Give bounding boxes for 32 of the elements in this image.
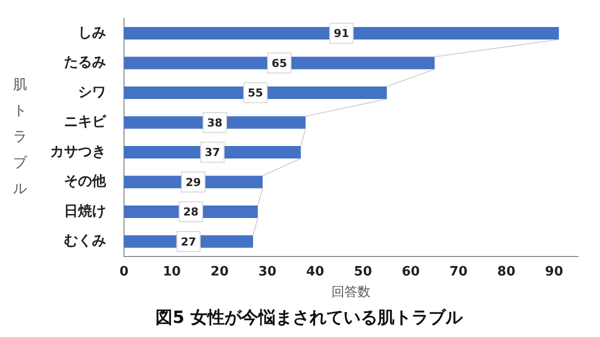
y-tick-label: その他 [64,174,107,190]
data-label: 65 [272,56,287,70]
x-tick-label: 30 [258,264,276,280]
data-label: 28 [183,206,199,219]
x-tick-label: 10 [162,264,181,280]
data-label: 91 [334,27,350,40]
y-tick-label: ニキビ [64,114,107,130]
x-tick-label: 0 [119,264,129,280]
x-tick-label: 90 [545,264,564,280]
data-label: 29 [186,176,201,189]
data-label: 38 [207,116,222,130]
y-tick-label: たるみ [64,54,106,71]
y-axis-title: 肌トラブル [13,77,28,198]
x-tick-label: 80 [497,264,516,280]
data-label: 27 [180,235,196,248]
x-tick-label: 20 [210,264,229,280]
data-label: 37 [204,146,220,160]
bar [124,27,559,40]
x-tick-label: 70 [449,264,468,280]
y-tick-label: 日焼け [64,203,106,220]
y-tick-label: しみ [78,24,106,41]
x-tick-label: 50 [354,264,372,280]
bar [124,86,387,100]
data-label: 55 [248,86,264,100]
y-tick-label: シワ [78,84,106,100]
text: 図5 女性が今悩まされている肌トラブル [156,308,464,328]
x-tick-label: 40 [306,264,324,280]
x-tick-label: 60 [402,264,420,280]
bar [124,56,435,70]
y-tick-label: むくみ [64,233,106,250]
y-tick-label: カサつき [50,144,106,160]
x-axis-title: 回答数 [332,285,370,300]
